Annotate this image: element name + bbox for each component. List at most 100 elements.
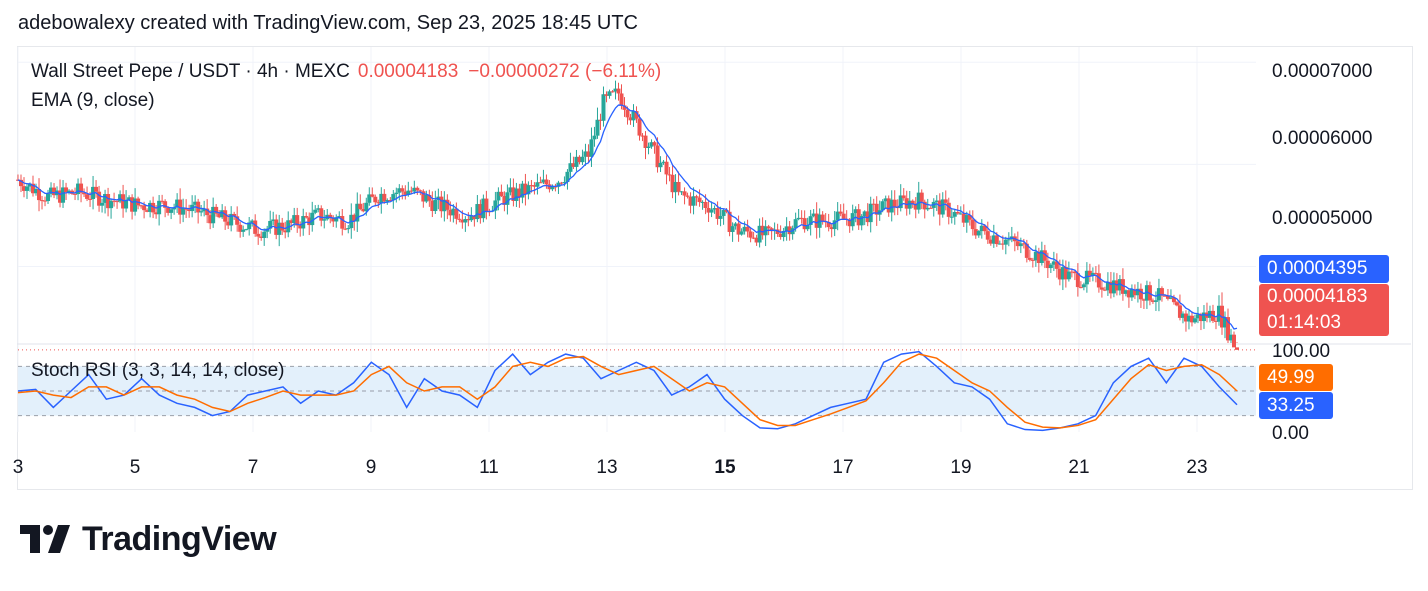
candle-body (946, 202, 951, 217)
tradingview-logo-icon (20, 524, 70, 553)
candle-body (313, 209, 318, 213)
candle-body (679, 191, 684, 193)
candle-body (697, 197, 702, 203)
candle-body (586, 151, 591, 157)
stoch-scale-label: 0.00 (1272, 423, 1309, 444)
candle-body (661, 161, 666, 163)
candle-body (406, 190, 411, 195)
time-tick-label: 11 (479, 457, 499, 478)
candle-body (19, 179, 24, 187)
candle-body (247, 222, 252, 230)
candle-body (643, 135, 648, 148)
last-price-value: 0.00004183 (1267, 286, 1368, 307)
candle-body (391, 194, 396, 201)
candle-body (838, 211, 843, 214)
candle-body (973, 229, 978, 236)
candle-body (778, 233, 783, 238)
candle-body (508, 187, 513, 193)
candle-body (151, 202, 156, 213)
candle-body (424, 194, 429, 202)
candle-body (976, 231, 981, 236)
candle-body (364, 202, 369, 212)
candle-body (667, 174, 672, 176)
candle-body (184, 208, 189, 210)
candle-body (220, 210, 225, 218)
candle-body (382, 193, 387, 202)
candle-body (787, 226, 792, 235)
candle-body (562, 182, 567, 184)
candle-body (853, 209, 858, 214)
candle-body (388, 200, 393, 202)
candle-body (1066, 271, 1071, 280)
candle-body (856, 209, 861, 226)
candle-body (289, 220, 294, 224)
candle-body (85, 194, 90, 199)
candle-body (1231, 334, 1236, 348)
candle-body (148, 202, 153, 212)
candle-body (1087, 270, 1092, 276)
candle-body (958, 213, 963, 215)
candle-body (310, 212, 315, 226)
candle-body (328, 214, 333, 219)
candle-body (622, 105, 627, 110)
candle-body (451, 208, 456, 216)
candle-body (1177, 305, 1182, 318)
candle-body (1186, 315, 1191, 322)
candle-body (1144, 285, 1149, 301)
time-tick-label: 23 (1186, 457, 1207, 478)
candle-body (1054, 261, 1059, 269)
candle-body (955, 212, 960, 214)
candle-body (64, 187, 69, 193)
candle-body (1048, 264, 1053, 269)
candle-body (655, 145, 660, 168)
candle-body (331, 218, 336, 222)
candle-body (244, 229, 249, 231)
candle-body (106, 194, 111, 209)
candle-body (1222, 317, 1227, 328)
time-tick-label: 21 (1068, 457, 1089, 478)
candle-body (1123, 290, 1128, 294)
candle-body (163, 201, 168, 208)
time-tick-label: 9 (366, 457, 377, 478)
candle-body (394, 192, 399, 195)
candle-body (193, 201, 198, 205)
candle-body (862, 211, 867, 217)
candle-body (1063, 267, 1068, 280)
candle-body (982, 225, 987, 232)
candle-body (694, 196, 699, 198)
symbol-legend[interactable]: Wall Street Pepe / USDT · 4h · MEXC 0.000… (31, 61, 661, 83)
candle-body (124, 199, 129, 209)
candle-body (454, 208, 459, 219)
candle-body (22, 186, 27, 191)
candle-body (937, 200, 942, 215)
candle-body (403, 191, 408, 195)
chart-caption: adebowalexy created with TradingView.com… (18, 12, 638, 34)
candle-body (841, 213, 846, 219)
symbol-title[interactable]: Wall Street Pepe / USDT · 4h · MEXC (31, 61, 350, 82)
candle-body (871, 203, 876, 205)
candle-body (412, 187, 417, 192)
stoch-rsi-legend[interactable]: Stoch RSI (3, 3, 14, 14, close) (31, 360, 285, 381)
candle-body (598, 119, 603, 121)
candle-body (1198, 314, 1203, 322)
candle-body (205, 208, 210, 216)
candle-body (703, 201, 708, 209)
candle-body (415, 187, 420, 191)
candle-body (463, 219, 468, 223)
candle-body (187, 209, 192, 212)
candle-body (934, 200, 939, 202)
candle-body (577, 156, 582, 163)
candle-body (166, 207, 171, 213)
tradingview-logo[interactable]: TradingView (20, 520, 277, 559)
candle-body (100, 202, 105, 206)
candle-body (160, 200, 165, 202)
candle-body (298, 225, 303, 229)
candle-body (1111, 280, 1116, 294)
ema-legend[interactable]: EMA (9, close) (31, 90, 155, 111)
candle-body (544, 179, 549, 185)
candle-body (1069, 271, 1074, 273)
candle-body (619, 93, 624, 106)
candle-body (556, 182, 561, 187)
candle-body (700, 201, 705, 203)
